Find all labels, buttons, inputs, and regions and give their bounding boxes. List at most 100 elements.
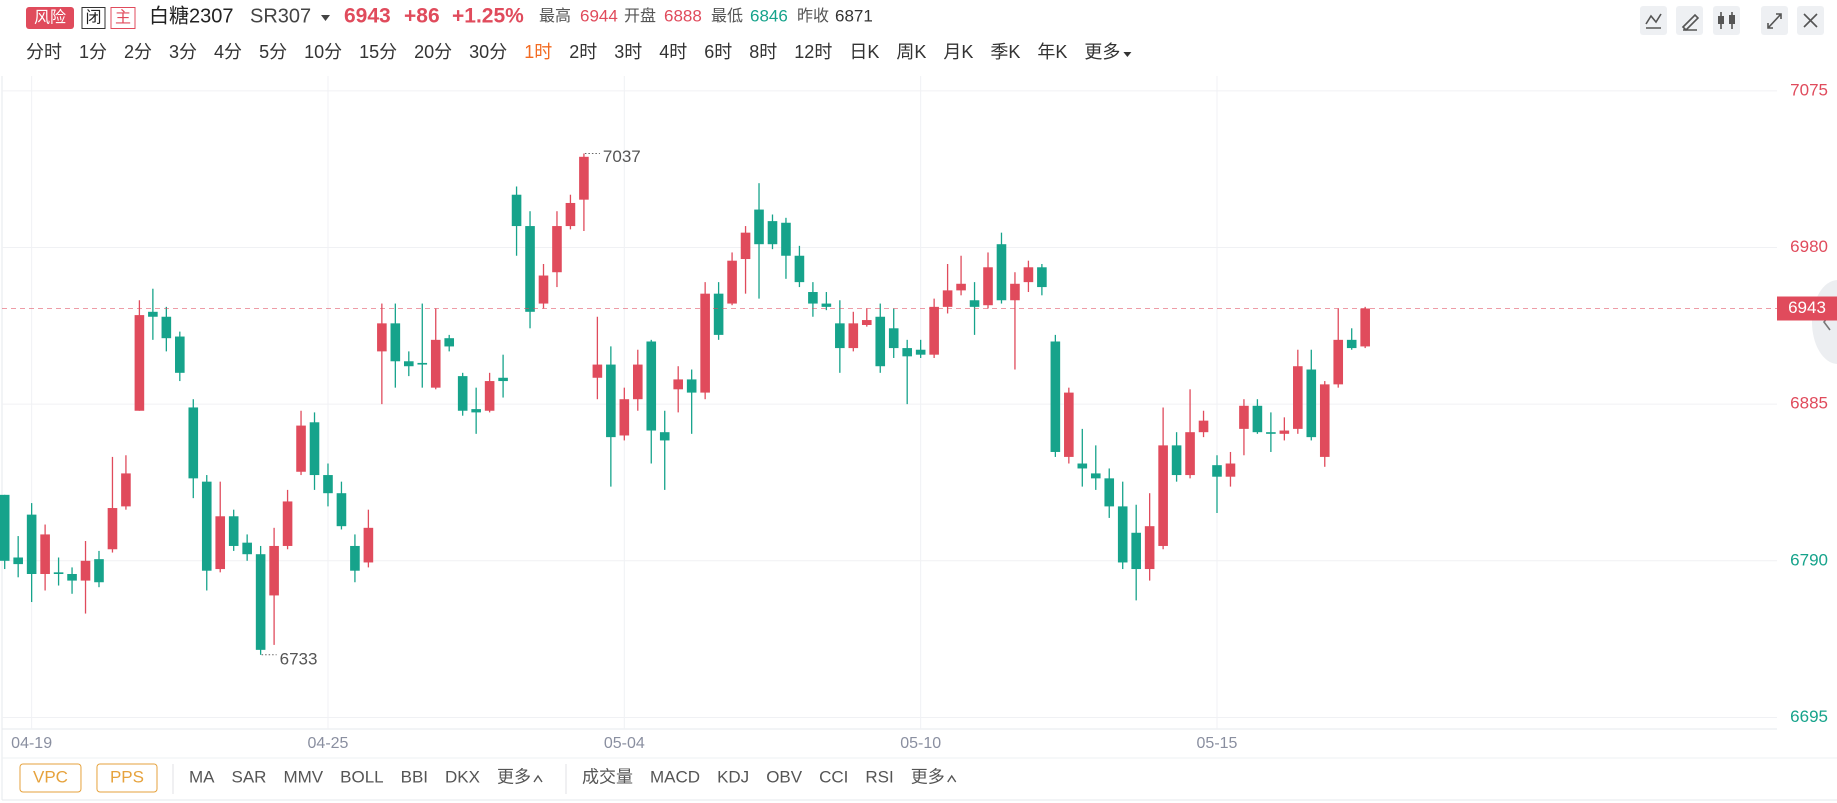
- risk-badge[interactable]: [26, 7, 74, 29]
- draw-icon: [1681, 13, 1700, 32]
- indicator-tab[interactable]: 更多: [911, 767, 945, 786]
- indicator-button[interactable]: [1640, 6, 1667, 35]
- closed-label: 闭: [85, 9, 101, 27]
- timeframe-tab[interactable]: 周K: [896, 42, 926, 62]
- timeframe-tab[interactable]: 20分: [414, 42, 452, 62]
- indicator-tab[interactable]: CCI: [819, 767, 848, 786]
- price-change: +86: [404, 5, 440, 28]
- candle-body: [121, 473, 131, 507]
- candle-body: [1090, 473, 1101, 479]
- indicator-tab[interactable]: OBV: [766, 767, 803, 786]
- timeframe-tab[interactable]: 1时: [524, 42, 552, 62]
- timeframe-tab[interactable]: 10分: [304, 42, 342, 62]
- candle-body: [632, 364, 643, 400]
- indicator-tab[interactable]: BBI: [401, 767, 428, 786]
- timeframe-tab[interactable]: 更多: [1084, 42, 1120, 62]
- candle-body: [80, 560, 91, 581]
- stat-value: 6888: [664, 6, 702, 25]
- timeframe-tab[interactable]: 1分: [79, 42, 107, 62]
- main-label: 主: [115, 9, 131, 27]
- candle-body: [861, 320, 872, 325]
- timeframe-tab[interactable]: 12时: [794, 42, 832, 62]
- timeframe-tab[interactable]: 15分: [359, 42, 397, 62]
- candle-body: [1158, 445, 1168, 546]
- timeframe-tab[interactable]: 8时: [749, 42, 777, 62]
- candle-body: [53, 572, 64, 574]
- indicator-tab[interactable]: 更多: [497, 767, 531, 786]
- timeframe-tab[interactable]: 4分: [214, 42, 242, 62]
- indicator-tab[interactable]: MACD: [650, 767, 700, 786]
- candle-body: [902, 348, 912, 357]
- indicator-tab[interactable]: 成交量: [582, 767, 633, 786]
- candle-body: [1266, 432, 1276, 434]
- contract-code[interactable]: SR307: [250, 5, 311, 27]
- candle-body: [781, 222, 791, 256]
- y-tick-label: 6885: [1790, 394, 1828, 413]
- candle-body: [1293, 366, 1303, 429]
- timeframe-tab[interactable]: 3分: [169, 42, 197, 62]
- indicator-tab[interactable]: MA: [189, 767, 215, 786]
- candle-body: [228, 516, 239, 546]
- timeframe-tab[interactable]: 年K: [1037, 42, 1067, 62]
- candle-body: [404, 361, 414, 367]
- main-indicator[interactable]: PPS: [110, 767, 144, 786]
- candle-body: [525, 226, 535, 312]
- timeframe-tab[interactable]: 3时: [614, 42, 642, 62]
- candle-body: [606, 364, 616, 438]
- timeframe-tab[interactable]: 月K: [943, 42, 973, 62]
- timeframe-tab[interactable]: 2分: [124, 42, 152, 62]
- contract-dropdown[interactable]: [321, 15, 330, 21]
- timeframe-tab[interactable]: 4时: [659, 42, 687, 62]
- indicator-tab[interactable]: DKX: [445, 767, 480, 786]
- candle-body: [1252, 405, 1263, 433]
- last-price-label: 6943: [1788, 298, 1826, 317]
- candle-body: [94, 559, 104, 583]
- indicator-tab[interactable]: RSI: [865, 767, 893, 786]
- stat-label: 昨收: [797, 7, 829, 25]
- timeframe-tab[interactable]: 30分: [469, 42, 507, 62]
- candle-body: [538, 275, 549, 304]
- candle-body: [430, 339, 441, 388]
- indicator-tab[interactable]: MMV: [283, 767, 323, 786]
- price-change-pct: +1.25%: [452, 5, 524, 28]
- candle-body: [1279, 430, 1290, 434]
- candle-body: [1144, 526, 1155, 570]
- candle-body: [888, 328, 899, 349]
- candle-body: [1185, 432, 1195, 476]
- last-price: 6943: [344, 5, 391, 28]
- timeframe-tab[interactable]: 季K: [990, 42, 1020, 62]
- candle-body: [700, 293, 710, 393]
- timeframe-tab[interactable]: 分时: [26, 42, 62, 62]
- candle-body: [686, 379, 697, 393]
- candle-body: [26, 514, 37, 574]
- candle-body: [377, 323, 387, 352]
- candle-body: [498, 377, 508, 382]
- candle-body: [1346, 339, 1357, 349]
- candle-body: [1198, 420, 1209, 433]
- candle-body: [444, 338, 455, 347]
- candle-body: [579, 156, 589, 200]
- contract-name[interactable]: 白糖2307: [149, 4, 234, 27]
- indicator-tab[interactable]: KDJ: [717, 767, 749, 786]
- indicator-tab[interactable]: SAR: [232, 767, 267, 786]
- close-icon: [1803, 13, 1818, 28]
- timeframe-tab[interactable]: 2时: [569, 42, 597, 62]
- candle-body: [1064, 392, 1074, 457]
- indicator-more-caret: [533, 774, 543, 783]
- risk-label: 风险: [34, 9, 66, 27]
- x-tick-label: 05-15: [1197, 735, 1238, 752]
- timeframe-tab[interactable]: 5分: [259, 42, 287, 62]
- candle-button[interactable]: [1713, 6, 1740, 35]
- main-indicator-box[interactable]: [96, 763, 158, 793]
- candle-body: [740, 232, 751, 260]
- x-tick-label: 04-25: [308, 735, 349, 752]
- candle-body: [215, 516, 226, 570]
- stat-value: 6871: [835, 6, 873, 25]
- timeframe-tab[interactable]: 日K: [849, 42, 879, 62]
- candle-body: [808, 292, 818, 304]
- timeframe-tab[interactable]: 6时: [704, 42, 732, 62]
- indicator-tab[interactable]: BOLL: [340, 767, 383, 786]
- main-indicator-box[interactable]: [19, 763, 82, 793]
- candle-body: [1117, 506, 1128, 563]
- main-indicator[interactable]: VPC: [33, 767, 68, 786]
